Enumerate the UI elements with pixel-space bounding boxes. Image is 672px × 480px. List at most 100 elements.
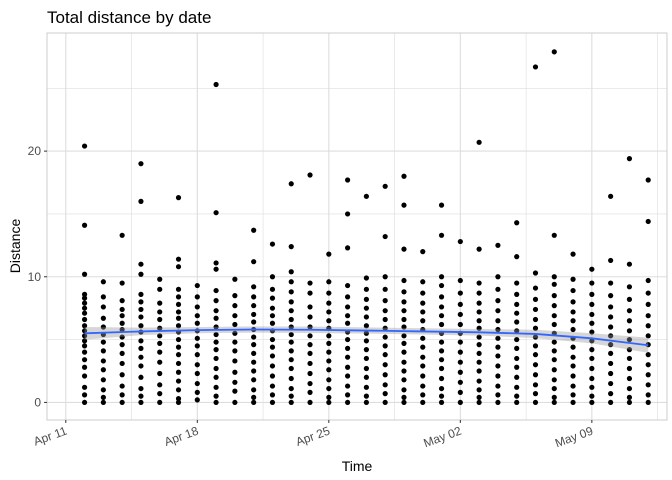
data-point bbox=[213, 399, 219, 406]
data-point bbox=[476, 399, 482, 406]
data-point bbox=[589, 399, 595, 406]
data-point bbox=[401, 246, 407, 252]
data-point bbox=[213, 355, 219, 362]
data-point bbox=[213, 308, 219, 314]
data-point bbox=[401, 333, 407, 339]
data-point bbox=[570, 373, 576, 379]
data-point bbox=[81, 310, 88, 316]
data-point bbox=[363, 323, 369, 329]
data-point bbox=[269, 274, 276, 280]
data-point bbox=[213, 298, 219, 304]
data-point bbox=[157, 325, 163, 331]
data-point bbox=[175, 315, 182, 321]
data-point bbox=[138, 354, 144, 360]
data-point bbox=[345, 282, 351, 289]
data-point bbox=[551, 49, 557, 55]
data-point bbox=[307, 342, 313, 348]
data-point bbox=[532, 362, 539, 368]
y-tick-label: 10 bbox=[28, 270, 42, 284]
data-point bbox=[589, 355, 595, 362]
data-point bbox=[363, 193, 369, 199]
data-point bbox=[476, 368, 482, 374]
data-point bbox=[363, 347, 369, 353]
data-point bbox=[608, 342, 614, 348]
data-point bbox=[514, 280, 520, 286]
data-point bbox=[194, 352, 200, 358]
data-point bbox=[138, 291, 144, 297]
data-point bbox=[119, 306, 125, 313]
data-point bbox=[589, 291, 595, 297]
data-point bbox=[532, 316, 539, 323]
data-point bbox=[175, 294, 182, 300]
data-point bbox=[626, 347, 633, 353]
data-point bbox=[269, 392, 276, 398]
data-point bbox=[194, 380, 200, 387]
data-point bbox=[363, 338, 369, 344]
data-point bbox=[307, 314, 313, 320]
data-point bbox=[608, 380, 614, 387]
data-point bbox=[81, 291, 88, 297]
data-point bbox=[345, 336, 351, 343]
data-point bbox=[401, 308, 407, 314]
data-point bbox=[382, 325, 388, 331]
data-point bbox=[532, 270, 539, 276]
data-point bbox=[119, 334, 125, 340]
data-point bbox=[570, 287, 576, 294]
data-point bbox=[288, 385, 294, 392]
data-point bbox=[232, 303, 238, 309]
data-point bbox=[457, 277, 463, 284]
data-point bbox=[81, 300, 88, 306]
data-point bbox=[269, 313, 276, 319]
data-point bbox=[175, 336, 182, 343]
data-point bbox=[382, 334, 388, 340]
data-point bbox=[232, 339, 238, 345]
data-point bbox=[438, 393, 445, 399]
data-point bbox=[476, 350, 482, 357]
data-point bbox=[438, 304, 445, 310]
data-point bbox=[194, 320, 200, 326]
data-point bbox=[551, 232, 557, 238]
data-point bbox=[288, 181, 294, 187]
data-point bbox=[514, 374, 520, 380]
data-point bbox=[645, 382, 651, 388]
data-point bbox=[589, 320, 595, 326]
data-point bbox=[119, 313, 125, 319]
data-point bbox=[570, 344, 576, 350]
data-point bbox=[457, 311, 463, 318]
data-point bbox=[645, 372, 651, 378]
data-point bbox=[100, 294, 106, 300]
data-point bbox=[138, 161, 144, 167]
x-tick-label: May 09 bbox=[553, 424, 595, 451]
data-point bbox=[81, 384, 88, 390]
data-point bbox=[551, 377, 557, 383]
data-point bbox=[514, 355, 520, 362]
data-point bbox=[157, 382, 163, 388]
data-point bbox=[138, 306, 144, 313]
data-point bbox=[476, 378, 482, 384]
data-point bbox=[100, 339, 106, 345]
data-point bbox=[420, 363, 426, 369]
data-point bbox=[213, 324, 219, 330]
panel-border bbox=[46, 32, 668, 421]
data-point bbox=[251, 303, 257, 309]
data-point bbox=[438, 282, 445, 289]
data-point bbox=[457, 290, 463, 296]
data-point bbox=[532, 343, 539, 349]
data-point bbox=[194, 362, 200, 368]
data-point bbox=[81, 343, 88, 349]
data-point bbox=[288, 357, 294, 363]
data-point bbox=[382, 352, 388, 358]
data-point bbox=[326, 399, 332, 406]
data-point bbox=[570, 318, 576, 324]
data-point bbox=[401, 387, 407, 393]
data-point bbox=[476, 280, 482, 286]
data-point bbox=[438, 399, 445, 406]
data-point bbox=[476, 290, 482, 296]
data-point bbox=[514, 384, 520, 390]
data-point bbox=[363, 286, 369, 292]
data-point bbox=[495, 363, 501, 369]
data-point bbox=[363, 365, 369, 372]
data-point bbox=[100, 279, 106, 285]
data-point bbox=[438, 313, 445, 319]
